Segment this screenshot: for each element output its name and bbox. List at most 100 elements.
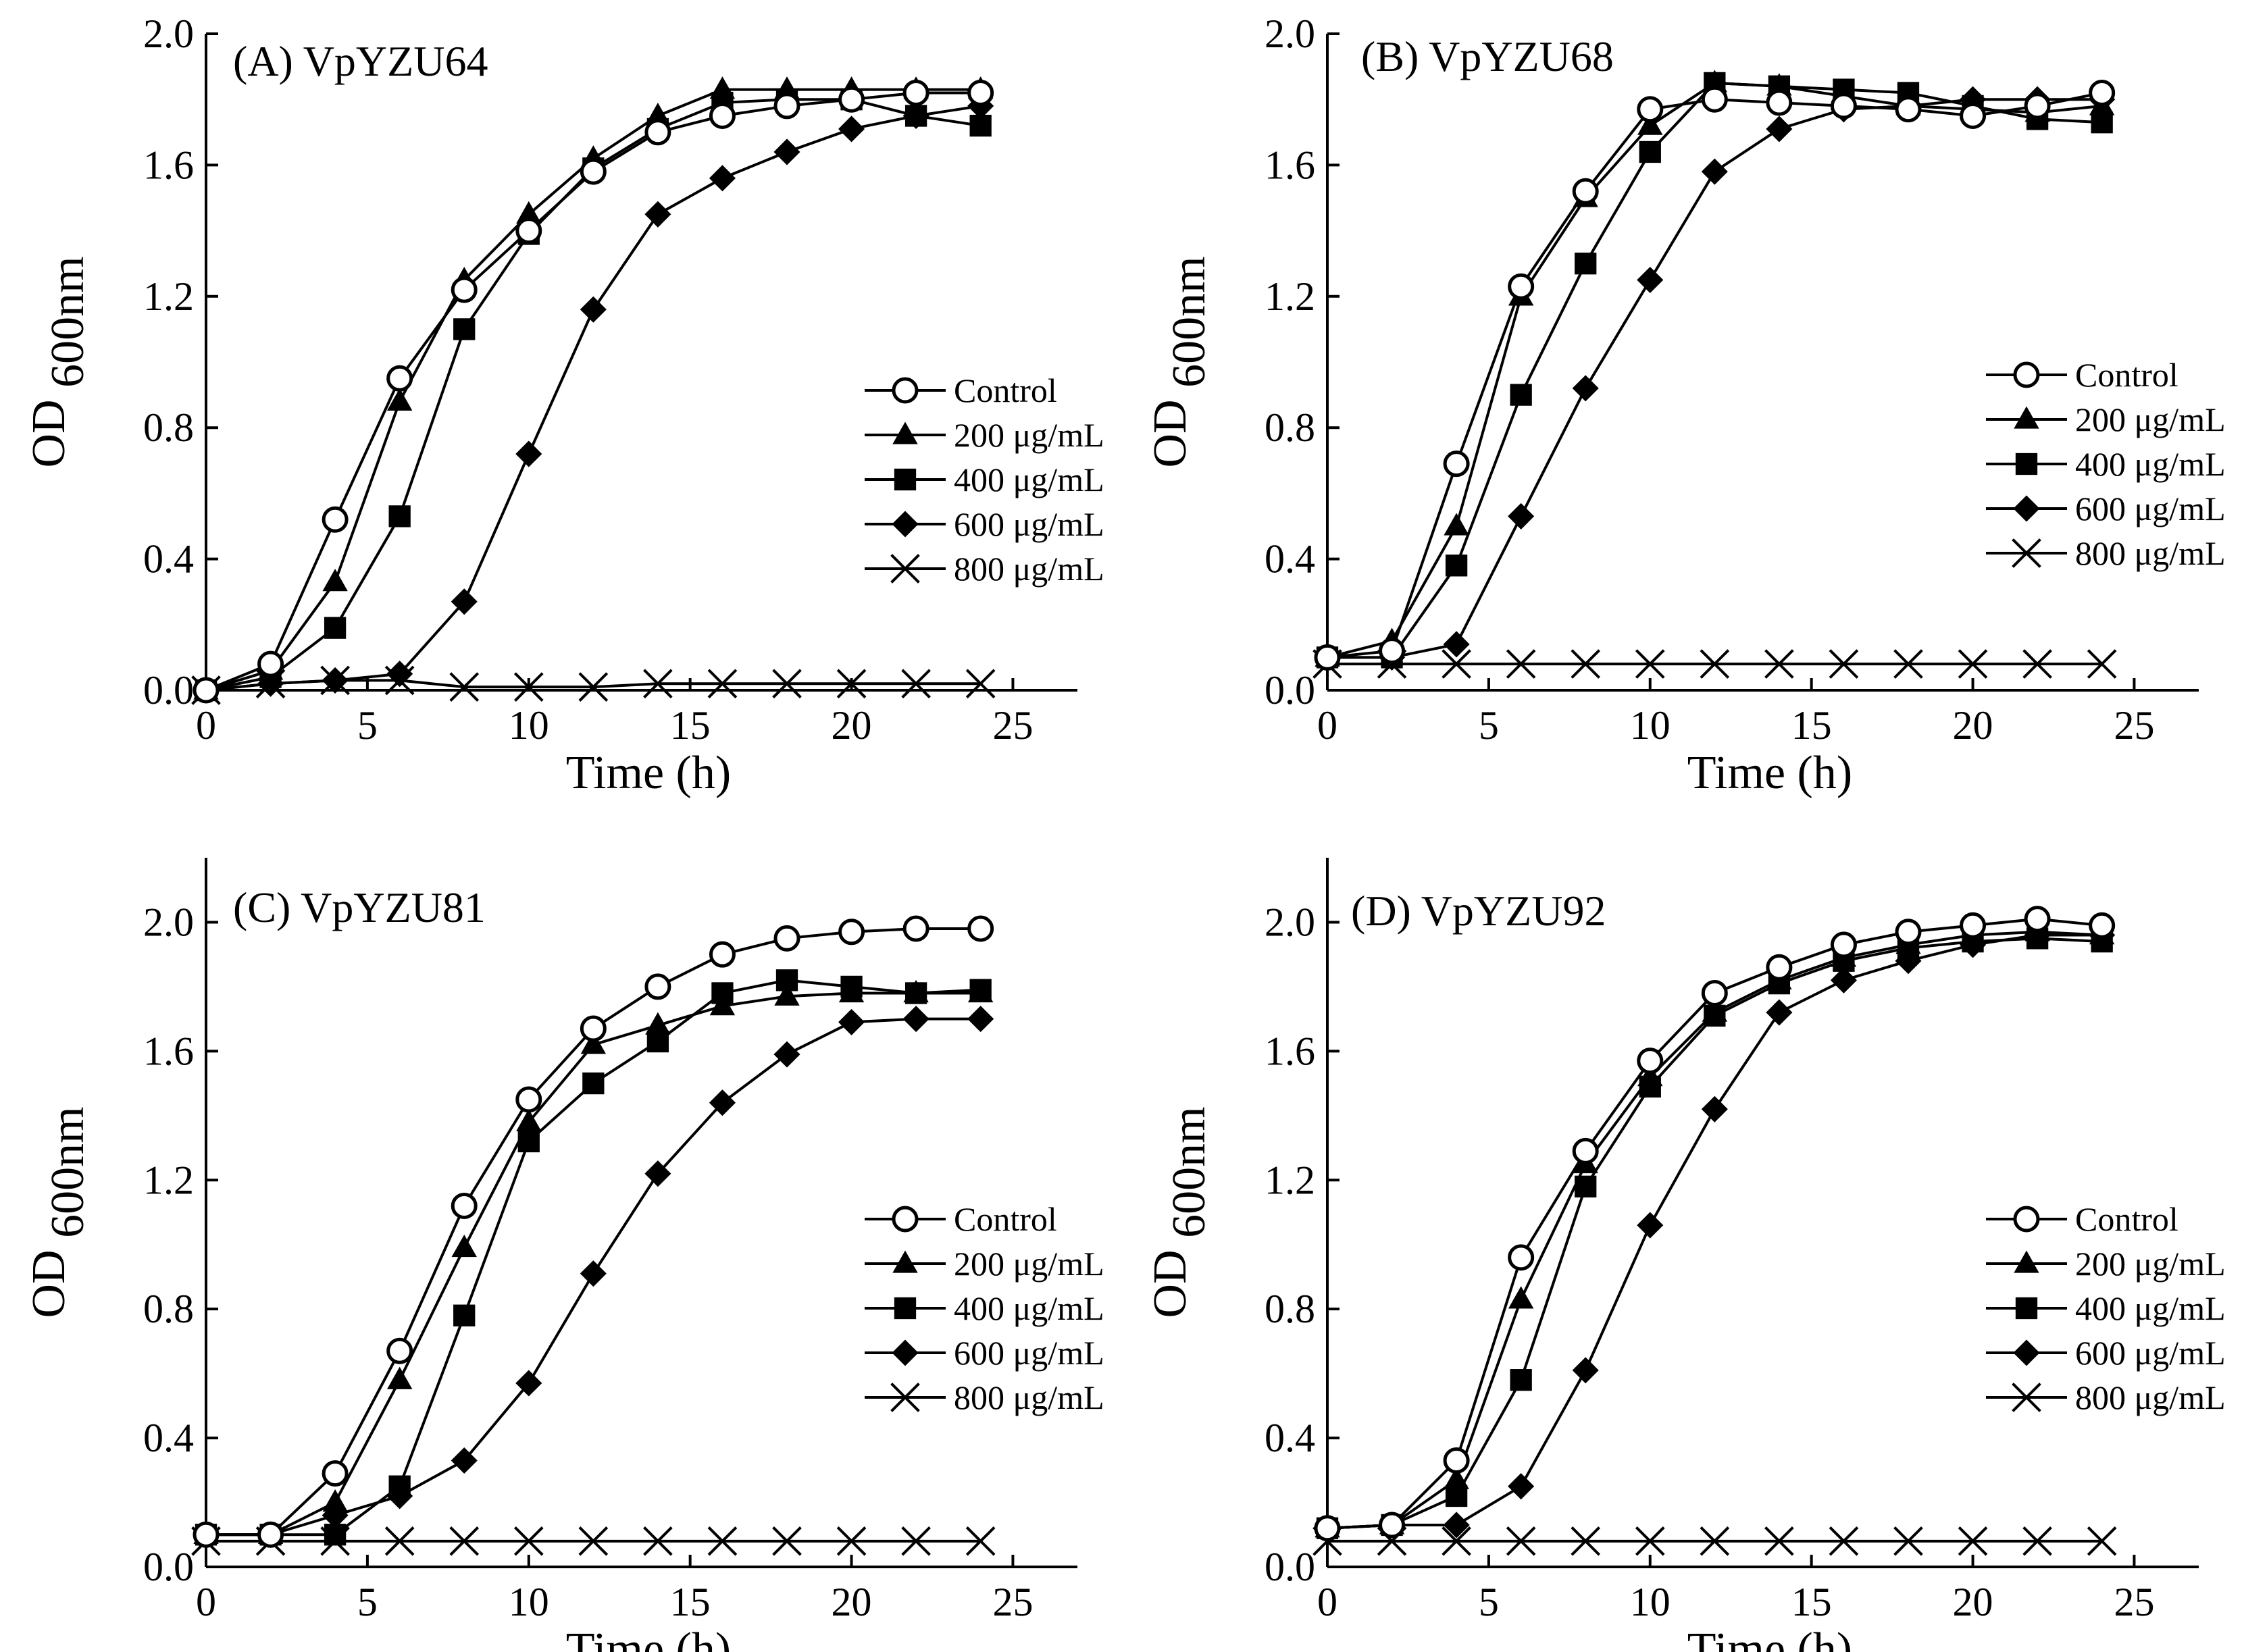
data-point bbox=[1766, 89, 1793, 116]
data-point bbox=[643, 669, 673, 699]
cross-stroke bbox=[1442, 649, 1471, 679]
legend-marker bbox=[892, 511, 919, 538]
legend-marker bbox=[2012, 538, 2041, 568]
legend-marker bbox=[2014, 406, 2039, 429]
panel-title: (C) VpYZU81 bbox=[233, 883, 486, 931]
data-point bbox=[1764, 649, 1794, 679]
data-point bbox=[322, 506, 349, 533]
cross-stroke bbox=[890, 1383, 920, 1412]
cross-stroke bbox=[890, 554, 920, 584]
data-point bbox=[2087, 1526, 2117, 1556]
data-point bbox=[773, 925, 800, 952]
cross-stroke bbox=[1700, 1526, 1730, 1556]
series-4 bbox=[191, 665, 996, 705]
data-point bbox=[1958, 649, 1988, 679]
series-line bbox=[206, 979, 981, 1537]
data-point bbox=[1960, 912, 1987, 939]
legend-label: 600 μg/mL bbox=[954, 505, 1104, 543]
panel-title: (D) VpYZU92 bbox=[1351, 887, 1606, 935]
data-point bbox=[517, 1130, 540, 1153]
cross-stroke bbox=[513, 672, 544, 702]
legend-marker bbox=[2015, 453, 2038, 475]
legend-marker bbox=[892, 1206, 919, 1233]
data-point bbox=[967, 1006, 994, 1033]
data-point bbox=[1830, 966, 1857, 993]
series-line bbox=[205, 104, 981, 692]
y-axis-title: OD 600nm bbox=[23, 256, 94, 467]
cross-stroke bbox=[1700, 649, 1730, 679]
data-point bbox=[1895, 96, 1922, 123]
data-point bbox=[709, 76, 736, 99]
series-4 bbox=[1312, 649, 2117, 679]
legend: Control 200 μg/mL 400 μg/mL 600 μg/mL 800 μg… bbox=[865, 371, 1104, 588]
data-point bbox=[386, 1366, 413, 1389]
x-tick-label: 10 bbox=[1630, 703, 1671, 748]
cross-stroke bbox=[2087, 649, 2117, 679]
cross-stroke bbox=[578, 672, 609, 702]
y-tick-label: 2.0 bbox=[1265, 11, 1315, 56]
x-tick-label: 25 bbox=[992, 703, 1033, 748]
cross-stroke bbox=[707, 669, 738, 699]
data-point bbox=[1444, 513, 1469, 536]
data-point bbox=[515, 1370, 542, 1397]
data-point bbox=[838, 1008, 865, 1035]
data-point bbox=[902, 915, 929, 942]
y-tick-label: 0.4 bbox=[1265, 1416, 1315, 1460]
data-point bbox=[1445, 554, 1468, 577]
cross-stroke bbox=[836, 1526, 867, 1556]
data-point bbox=[580, 158, 607, 185]
legend-marker bbox=[2013, 361, 2040, 388]
cross-stroke bbox=[901, 669, 931, 699]
y-tick-label: 1.2 bbox=[1265, 274, 1315, 319]
legend-marker bbox=[892, 421, 918, 444]
data-point bbox=[2087, 649, 2117, 679]
data-point bbox=[580, 1031, 607, 1054]
data-point bbox=[1506, 1526, 1536, 1556]
data-point bbox=[1635, 649, 1665, 679]
data-point bbox=[967, 979, 994, 1003]
data-point bbox=[773, 138, 800, 165]
legend-marker bbox=[890, 554, 920, 584]
x-tick-label: 0 bbox=[1317, 703, 1337, 748]
data-point bbox=[515, 440, 542, 467]
data-point bbox=[1958, 1526, 1988, 1556]
data-point bbox=[1510, 1369, 1532, 1391]
data-point bbox=[322, 667, 349, 694]
cross-stroke bbox=[2022, 1526, 2052, 1556]
data-point bbox=[1639, 140, 1661, 163]
cross-stroke bbox=[643, 1526, 673, 1556]
cross-stroke bbox=[1635, 649, 1665, 679]
legend-marker bbox=[2015, 1297, 2038, 1320]
legend-label: 600 μg/mL bbox=[954, 1334, 1104, 1372]
cross-stroke bbox=[1829, 649, 1859, 679]
data-point bbox=[2024, 93, 2051, 120]
data-point bbox=[772, 669, 802, 699]
data-point bbox=[901, 669, 931, 699]
data-point bbox=[836, 669, 867, 699]
x-axis-title: Time (h) bbox=[566, 747, 731, 799]
data-point bbox=[451, 588, 478, 615]
data-point bbox=[644, 201, 671, 228]
y-tick-label: 2.0 bbox=[143, 900, 194, 944]
data-point bbox=[1637, 1212, 1664, 1239]
data-point bbox=[582, 1072, 605, 1095]
legend-marker bbox=[2012, 1383, 2041, 1412]
data-point bbox=[1701, 979, 1728, 1006]
legend-marker bbox=[894, 468, 917, 491]
series-0 bbox=[193, 79, 994, 704]
data-point bbox=[1572, 1137, 1599, 1164]
y-tick-label: 1.6 bbox=[1265, 1029, 1315, 1073]
series-4 bbox=[191, 1526, 996, 1556]
data-point bbox=[451, 276, 478, 303]
legend-label: 400 μg/mL bbox=[954, 461, 1104, 498]
x-tick-label: 15 bbox=[1791, 1580, 1832, 1624]
data-point bbox=[1314, 1515, 1341, 1542]
cross-stroke bbox=[1506, 1526, 1536, 1556]
cross-stroke bbox=[449, 1526, 480, 1556]
data-point bbox=[903, 979, 929, 1003]
y-tick-label: 1.2 bbox=[1265, 1158, 1315, 1202]
data-point bbox=[709, 165, 736, 192]
x-tick-label: 0 bbox=[1317, 1580, 1337, 1624]
data-point bbox=[1510, 384, 1532, 406]
legend-label: 200 μg/mL bbox=[2075, 1245, 2226, 1283]
